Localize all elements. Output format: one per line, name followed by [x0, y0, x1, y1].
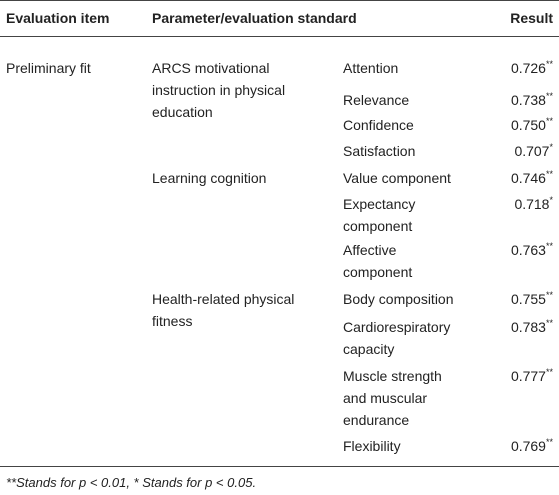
- result: 0.769**: [511, 435, 553, 457]
- criterion: Expectancy component: [343, 196, 416, 234]
- parameter: Health-related physical fitness: [152, 291, 295, 329]
- significance: *: [549, 142, 553, 152]
- result-value: 0.783: [510, 319, 546, 335]
- result-value: 0.738: [510, 92, 546, 108]
- result: 0.707*: [514, 140, 553, 162]
- header-cell: Parameter/evaluation standard: [152, 10, 357, 26]
- criterion: Flexibility: [343, 438, 401, 454]
- result: 0.738**: [511, 89, 553, 111]
- criterion: Cardiorespiratory capacity: [343, 319, 451, 357]
- bottom-rule: [0, 466, 559, 467]
- result: 0.783**: [511, 316, 553, 338]
- top-rule: [0, 0, 559, 1]
- result: 0.746**: [511, 167, 553, 189]
- significance: **: [545, 367, 553, 377]
- significance: **: [545, 91, 553, 101]
- result-value: 0.707: [514, 143, 550, 159]
- significance: **: [545, 437, 553, 447]
- result-value: 0.763: [510, 242, 546, 258]
- result-value: 0.755: [510, 291, 546, 307]
- parameter: Learning cognition: [152, 170, 267, 186]
- header-rule: [0, 36, 559, 37]
- criterion: Attention: [343, 60, 399, 76]
- result: 0.718*: [514, 193, 553, 215]
- result-value: 0.769: [510, 438, 546, 454]
- criterion: Muscle strength and muscular endurance: [343, 368, 442, 428]
- result: 0.777**: [511, 365, 553, 387]
- result: 0.763**: [511, 239, 553, 261]
- criterion: Body composition: [343, 291, 454, 307]
- result-value: 0.746: [510, 170, 546, 186]
- result-value: 0.726: [510, 60, 546, 76]
- result-value: 0.718: [514, 196, 550, 212]
- evaluation-item: Preliminary fit: [6, 60, 91, 76]
- result: 0.755**: [511, 288, 553, 310]
- header-cell: Result: [510, 10, 553, 26]
- header-cell: Evaluation item: [6, 10, 110, 26]
- footnote: **Stands for p < 0.01, * Stands for p < …: [6, 475, 257, 490]
- result: 0.726**: [511, 57, 553, 79]
- criterion: Confidence: [343, 117, 414, 133]
- result-value: 0.750: [510, 117, 546, 133]
- criterion: Relevance: [343, 92, 410, 108]
- significance: **: [545, 116, 553, 126]
- significance: **: [545, 318, 553, 328]
- result-value: 0.777: [510, 368, 546, 384]
- significance: **: [545, 290, 553, 300]
- criterion: Satisfaction: [343, 143, 416, 159]
- result: 0.750**: [511, 114, 553, 136]
- significance: **: [545, 59, 553, 69]
- significance: *: [549, 195, 553, 205]
- significance: **: [545, 241, 553, 251]
- criterion: Affective component: [343, 242, 413, 280]
- parameter: ARCS motivational instruction in physica…: [152, 60, 286, 120]
- criterion: Value component: [343, 170, 451, 186]
- significance: **: [545, 169, 553, 179]
